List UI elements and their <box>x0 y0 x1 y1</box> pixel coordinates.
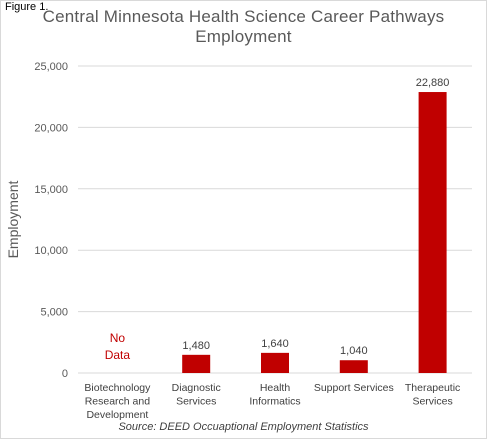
y-tick-label: 10,000 <box>34 245 68 257</box>
data-label: 22,880 <box>416 77 450 89</box>
data-label: 1,640 <box>261 338 289 350</box>
no-data-label: No <box>110 331 126 345</box>
chart-title: Central Minnesota Health Science Career … <box>42 7 445 46</box>
bar <box>261 352 289 373</box>
data-label: 1,040 <box>340 345 368 357</box>
x-tick-label: Therapeutic <box>405 382 460 394</box>
x-tick-label: Research and <box>85 396 151 408</box>
y-tick-label: 20,000 <box>34 122 68 134</box>
figure-label: Figure 1. <box>5 1 49 13</box>
x-tick-label: Development <box>86 409 148 421</box>
y-tick-label: 0 <box>62 368 68 380</box>
x-tick-label: Diagnostic <box>172 382 221 394</box>
x-tick-label: Biotechnology <box>84 382 151 394</box>
bar <box>182 354 211 373</box>
source-note: Source: DEED Occuaptional Employment Sta… <box>118 421 369 433</box>
x-tick-label: Services <box>412 396 452 408</box>
y-tick-label: 25,000 <box>34 61 68 73</box>
y-axis-label: Employment <box>5 180 21 258</box>
bar <box>339 360 368 373</box>
x-tick-label: Services <box>176 396 216 408</box>
y-tick-label: 5,000 <box>40 307 68 319</box>
data-label: 1,480 <box>182 340 210 352</box>
y-tick-label: 15,000 <box>34 184 68 196</box>
x-tick-label: Support Services <box>314 382 394 394</box>
x-tick-label: Informatics <box>249 396 300 408</box>
no-data-label: Data <box>105 348 131 362</box>
bar <box>418 92 447 373</box>
x-tick-label: Health <box>260 382 291 394</box>
